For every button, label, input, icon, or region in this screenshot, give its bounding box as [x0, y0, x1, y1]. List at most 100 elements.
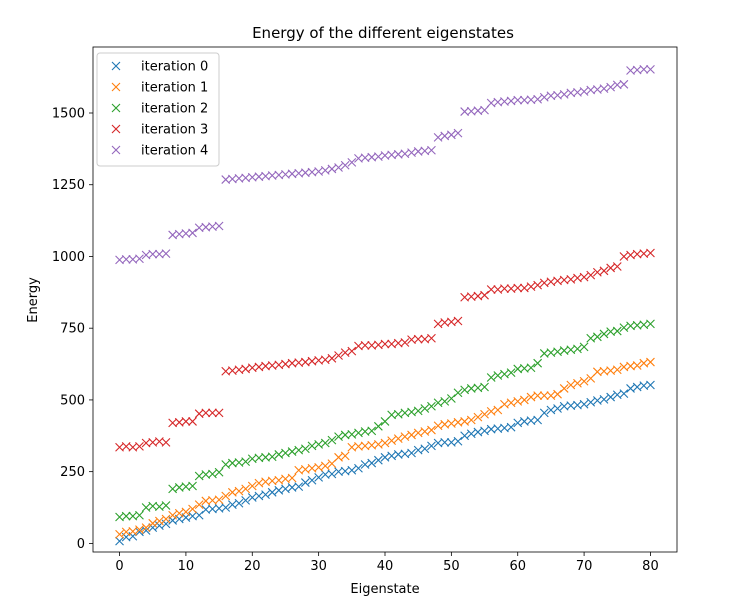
- data-point: [559, 384, 569, 393]
- data-point: [526, 363, 536, 373]
- data-point: [533, 94, 543, 104]
- data-point: [327, 469, 337, 479]
- data-point: [539, 391, 549, 401]
- data-point: [400, 432, 410, 442]
- x-tick-label: 70: [576, 559, 593, 574]
- data-point: [208, 408, 217, 418]
- data-point: [513, 95, 523, 105]
- x-tick-label: 80: [642, 559, 659, 574]
- data-point: [214, 495, 224, 505]
- data-point: [453, 128, 463, 138]
- data-point: [480, 409, 489, 419]
- data-point: [579, 376, 589, 386]
- data-point: [473, 412, 483, 422]
- data-point: [646, 248, 655, 258]
- data-point: [194, 471, 204, 481]
- data-point: [486, 407, 496, 416]
- data-point: [135, 510, 144, 520]
- data-point: [619, 323, 629, 333]
- data-point: [393, 409, 403, 419]
- data-point: [261, 490, 270, 500]
- data-point: [480, 290, 489, 300]
- data-point: [135, 525, 144, 535]
- data-point: [181, 507, 191, 517]
- data-point: [387, 436, 397, 446]
- data-point: [420, 404, 430, 413]
- data-point: [347, 429, 357, 439]
- data-point: [546, 391, 556, 401]
- data-point: [234, 498, 244, 508]
- data-point: [566, 380, 576, 390]
- data-point: [161, 249, 171, 258]
- data-point: [334, 452, 343, 462]
- series-2: [115, 319, 655, 522]
- data-point: [480, 105, 489, 115]
- data-point: [274, 485, 284, 495]
- legend-label: iteration 0: [141, 60, 208, 75]
- y-tick-label: 1000: [52, 250, 85, 265]
- data-point: [632, 361, 642, 370]
- data-point: [188, 481, 197, 491]
- data-point: [214, 221, 224, 231]
- x-tick-label: 20: [244, 559, 261, 574]
- data-point: [646, 64, 655, 74]
- data-point: [427, 401, 436, 411]
- chart-title: Energy of the different eigenstates: [252, 24, 514, 42]
- data-point: [281, 448, 290, 458]
- data-point: [234, 486, 244, 496]
- data-point: [314, 462, 324, 472]
- data-point: [334, 351, 343, 360]
- data-point: [513, 418, 523, 428]
- x-axis-label: Eigenstate: [350, 582, 419, 597]
- data-point: [526, 392, 536, 402]
- series-1: [115, 357, 655, 539]
- data-point: [427, 333, 436, 343]
- data-point: [314, 473, 324, 482]
- data-point: [161, 514, 171, 524]
- legend-label: iteration 1: [141, 81, 208, 96]
- data-point: [599, 266, 609, 276]
- x-tick-label: 60: [509, 559, 526, 574]
- data-point: [646, 357, 655, 367]
- data-point: [460, 107, 470, 116]
- data-point: [380, 339, 390, 349]
- data-point: [340, 348, 350, 357]
- data-point: [121, 254, 131, 264]
- data-point: [241, 457, 251, 467]
- data-point: [433, 319, 443, 329]
- legend-label: iteration 4: [141, 144, 208, 159]
- data-point: [533, 358, 543, 368]
- data-point: [407, 430, 416, 440]
- data-point: [500, 399, 509, 409]
- data-point: [566, 275, 576, 284]
- data-point: [294, 445, 304, 455]
- data-point: [533, 391, 543, 401]
- data-point: [168, 484, 178, 494]
- y-tick-label: 500: [60, 393, 85, 408]
- data-point: [453, 436, 463, 446]
- data-point: [334, 163, 343, 172]
- data-point: [148, 518, 158, 528]
- data-point: [480, 426, 489, 436]
- x-tick-label: 0: [115, 559, 123, 574]
- data-point: [393, 434, 403, 444]
- data-point: [546, 405, 556, 415]
- data-point: [354, 428, 363, 438]
- data-point: [154, 516, 164, 526]
- data-point: [267, 487, 277, 497]
- data-point: [320, 165, 330, 175]
- data-point: [221, 491, 231, 501]
- data-point: [161, 438, 171, 447]
- data-point: [493, 405, 503, 415]
- data-point: [267, 452, 277, 462]
- data-point: [274, 450, 284, 459]
- data-point: [486, 373, 496, 382]
- data-point: [380, 438, 390, 448]
- data-point: [194, 500, 204, 510]
- data-point: [420, 444, 430, 454]
- x-tick-label: 50: [443, 559, 460, 574]
- data-point: [227, 500, 237, 510]
- data-point: [433, 132, 443, 142]
- data-point: [519, 395, 529, 405]
- data-point: [347, 465, 357, 475]
